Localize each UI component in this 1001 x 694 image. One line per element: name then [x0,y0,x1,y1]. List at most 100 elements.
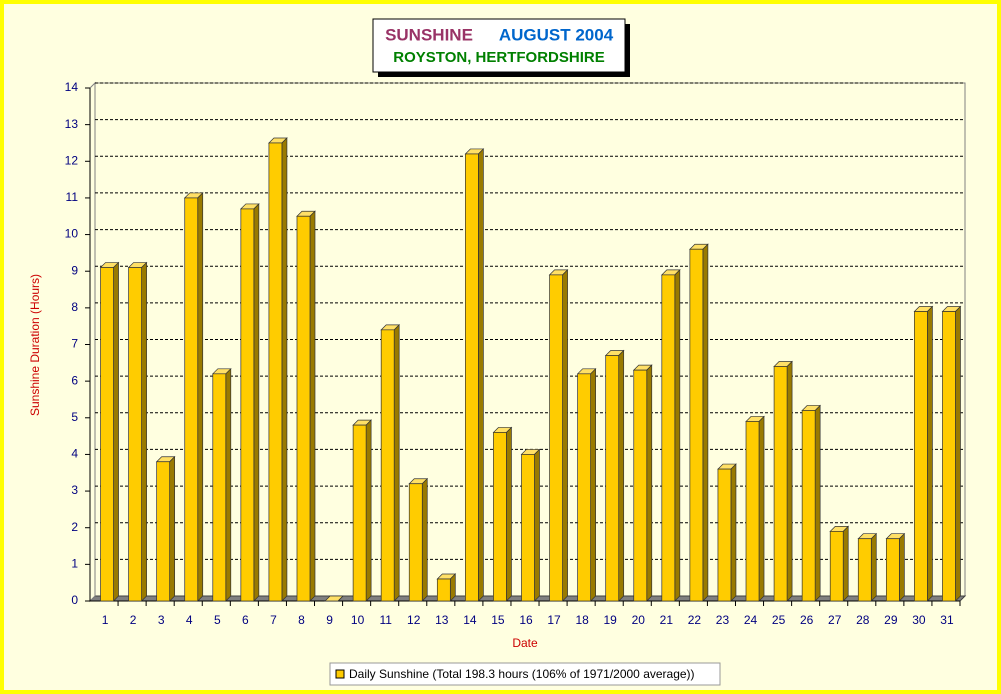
x-tick-label: 8 [298,613,305,627]
legend-label: Daily Sunshine (Total 198.3 hours (106% … [349,667,695,681]
bar-side [253,203,260,602]
x-tick-label: 17 [547,613,561,627]
bar [605,355,620,602]
x-tick-label: 28 [856,613,870,627]
x-tick-label: 13 [435,613,449,627]
bar [100,267,114,602]
x-tick-label: 1 [102,613,109,627]
bar [885,538,900,602]
chart-title-month: AUGUST 2004 [499,25,614,44]
chart-subtitle: ROYSTON, HERTFORDSHIRE [393,49,604,66]
bar-side [870,532,877,602]
bar [745,421,760,602]
y-tick-label: 9 [71,263,78,277]
bar-side [421,477,428,602]
x-tick-label: 9 [326,613,333,627]
bar [184,197,199,602]
y-tick-label: 3 [71,483,78,497]
y-tick-label: 8 [71,300,78,314]
bar [156,461,171,602]
x-tick-label: 18 [575,613,589,627]
bar-side [646,364,653,602]
y-tick-label: 10 [65,227,79,241]
bar [801,410,816,602]
bar [296,215,311,602]
bar [914,311,928,602]
x-tick-label: 27 [828,613,842,627]
plot-left-wall [89,81,96,603]
y-tick-label: 2 [71,520,78,534]
bar [408,483,423,602]
bar-side [141,261,147,602]
bar-side [365,419,372,602]
bar [717,468,732,602]
x-tick-label: 7 [270,613,277,627]
bar-side [955,305,961,602]
bar [493,432,507,602]
legend-swatch [335,669,345,679]
bar [661,274,676,602]
y-tick-label: 7 [71,337,78,351]
x-axis-title: Date [512,636,538,650]
bar-side [927,305,933,602]
bar-side [337,595,344,602]
bar [857,538,872,602]
y-tick-label: 14 [65,80,79,94]
x-tick-label: 29 [884,613,898,627]
bar-side [225,367,232,602]
x-tick-label: 30 [912,613,926,627]
x-tick-label: 12 [407,613,421,627]
x-tick-label: 15 [491,613,505,627]
x-tick-label: 5 [214,613,221,627]
bar-side [449,573,456,602]
bar [268,142,283,602]
y-tick-label: 0 [71,593,78,607]
x-tick-label: 31 [940,613,954,627]
bar [577,373,591,602]
bar [465,153,479,602]
y-axis-title: Sunshine Duration (Hours) [28,274,42,416]
bar-side [730,463,737,602]
chart-title: SUNSHINE [385,25,473,44]
y-tick-label: 6 [71,373,78,387]
x-tick-label: 6 [242,613,249,627]
bar-side [506,426,512,602]
bar-side [281,137,288,602]
x-tick-label: 19 [604,613,618,627]
bar-side [478,148,484,602]
y-tick-label: 11 [66,190,79,204]
bar-side [169,455,176,602]
bar-side [197,192,204,602]
bar-side [814,404,821,602]
x-tick-label: 25 [772,613,786,627]
x-tick-label: 16 [519,613,533,627]
bar [128,267,142,602]
bar [829,531,844,602]
bar-side [618,349,625,602]
y-tick-label: 12 [65,153,79,167]
bar [689,248,704,602]
x-tick-label: 23 [716,613,730,627]
y-tick-label: 4 [71,447,78,461]
y-tick-label: 1 [71,557,78,571]
bar [352,424,367,602]
x-tick-label: 4 [186,613,193,627]
bar-side [534,448,540,602]
title-box [372,18,626,73]
x-tick-label: 2 [130,613,137,627]
x-tick-label: 11 [379,613,392,627]
x-tick-label: 20 [632,613,646,627]
bar-side [702,243,709,602]
bar [521,454,535,602]
legend-box [329,662,721,686]
bar [633,369,648,602]
x-tick-label: 14 [463,613,477,627]
x-tick-label: 26 [800,613,814,627]
x-tick-label: 22 [688,613,702,627]
bar-side [562,269,568,602]
bar-side [309,210,316,602]
bar-side [590,367,596,602]
bar [436,578,451,602]
bar-side [113,261,119,602]
